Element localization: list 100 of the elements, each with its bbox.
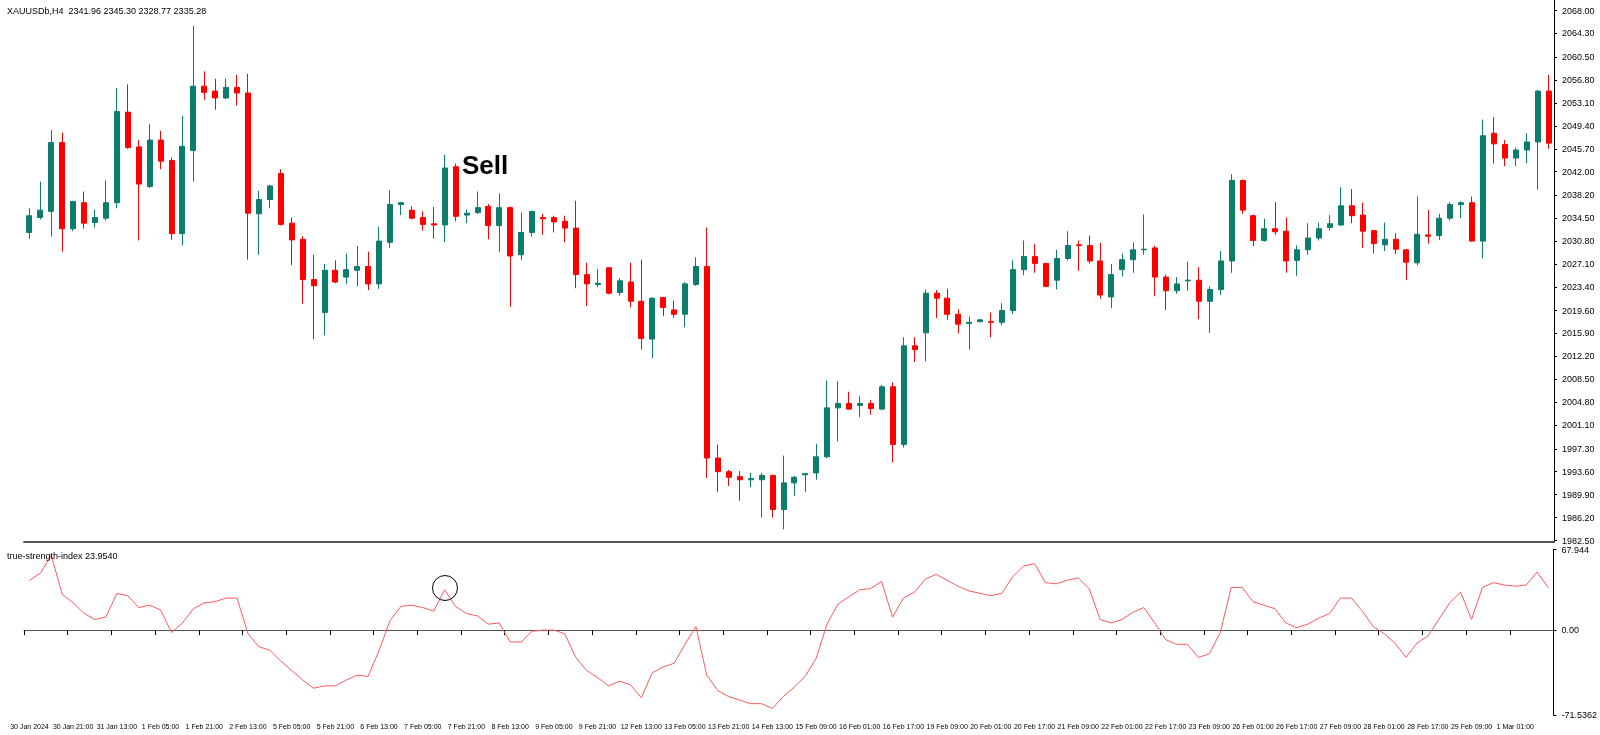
- candlestick: [1108, 263, 1114, 309]
- candlestick: [955, 308, 961, 334]
- y-tick-label: 1982.50: [1562, 535, 1595, 546]
- candlestick: [638, 259, 644, 351]
- candlestick: [1152, 245, 1158, 297]
- y-tick-label: 0.00: [1561, 625, 1579, 636]
- candlestick: [409, 205, 415, 220]
- candlestick: [966, 316, 972, 351]
- candlestick: [529, 210, 535, 238]
- candlestick: [748, 472, 754, 488]
- y-tick-label: 1997.30: [1562, 443, 1595, 454]
- candlestick: [212, 78, 218, 111]
- candlestick: [890, 381, 896, 463]
- candlestick: [136, 139, 142, 241]
- candlestick: [704, 226, 710, 479]
- y-tick-label: 1989.90: [1562, 489, 1595, 500]
- candlestick: [267, 184, 273, 209]
- candlestick: [1043, 262, 1049, 288]
- candlestick: [1054, 249, 1060, 290]
- chart-title: true-strength-index 23.9540: [7, 550, 118, 561]
- candlestick: [507, 205, 513, 308]
- y-tick-label: 2015.90: [1562, 328, 1595, 339]
- candlestick: [365, 251, 371, 291]
- y-tick-label: 2004.80: [1562, 397, 1595, 408]
- candlestick: [289, 217, 295, 266]
- candlestick: [1425, 209, 1431, 245]
- candlestick: [628, 262, 634, 308]
- candlestick: [617, 277, 623, 297]
- candlestick: [475, 191, 481, 215]
- y-tick-label: 67.944: [1561, 544, 1589, 555]
- candlestick: [1196, 266, 1202, 320]
- y-tick-label: 2064.30: [1562, 28, 1595, 39]
- candlestick: [573, 200, 579, 289]
- y-tick-label: 2030.80: [1562, 236, 1595, 247]
- candlestick: [1491, 116, 1497, 165]
- candlestick: [1185, 261, 1191, 292]
- y-tick-label: 2001.10: [1562, 420, 1595, 431]
- candlestick: [223, 78, 229, 100]
- y-tick-label: 2038.20: [1562, 190, 1595, 201]
- y-tick-label: 2068.00: [1562, 5, 1595, 16]
- candlestick: [999, 302, 1005, 326]
- candlestick: [311, 254, 317, 340]
- y-tick-label: 1986.20: [1562, 512, 1595, 523]
- candlestick: [26, 207, 32, 240]
- candlestick: [201, 70, 207, 101]
- candlestick: [988, 311, 994, 338]
- y-tick-label: 1993.60: [1562, 466, 1595, 477]
- candlestick: [934, 289, 940, 319]
- candlestick: [464, 209, 470, 224]
- candlestick: [1469, 195, 1475, 243]
- y-tick-label: 2023.40: [1562, 281, 1595, 292]
- candlestick: [1480, 119, 1486, 259]
- y-tick-label: 2034.50: [1562, 213, 1595, 224]
- candlestick: [1283, 217, 1289, 274]
- candlestick: [606, 266, 612, 295]
- y-tick-label: 2008.50: [1562, 374, 1595, 385]
- candlestick: [1403, 248, 1409, 281]
- candlestick: [332, 259, 338, 284]
- candlestick: [453, 163, 459, 222]
- candlestick: [802, 472, 808, 493]
- candlestick: [1163, 274, 1169, 311]
- candlestick: [1250, 213, 1256, 247]
- candlestick: [496, 192, 502, 253]
- candlestick: [300, 235, 306, 305]
- candlestick: [420, 210, 426, 232]
- candlestick: [977, 318, 983, 323]
- candlestick: [147, 123, 153, 189]
- candlestick: [1305, 222, 1311, 256]
- candlestick: [1272, 201, 1278, 236]
- candlestick: [1349, 188, 1355, 224]
- candlestick: [649, 297, 655, 359]
- candlestick: [518, 212, 524, 261]
- candlestick: [1338, 186, 1344, 227]
- candlestick: [879, 384, 885, 411]
- candlestick: [551, 215, 557, 233]
- candlestick: [1240, 179, 1246, 215]
- candlestick: [322, 263, 328, 336]
- candlestick: [245, 73, 251, 261]
- candlestick: [1502, 139, 1508, 167]
- candlestick: [59, 132, 65, 253]
- candlestick: [1261, 218, 1267, 243]
- candlestick: [715, 443, 721, 493]
- y-tick-label: 2056.80: [1562, 74, 1595, 85]
- annotation: Sell: [462, 150, 509, 180]
- candlestick: [781, 455, 787, 530]
- candlestick: [857, 395, 863, 418]
- candlestick: [759, 472, 765, 519]
- candlestick: [1207, 285, 1213, 334]
- candlestick: [1174, 276, 1180, 295]
- candlestick: [944, 288, 950, 321]
- candlestick: [442, 154, 448, 243]
- candlestick: [1360, 202, 1366, 249]
- candlestick: [1447, 201, 1453, 222]
- candlestick: [1294, 244, 1300, 277]
- candlestick: [562, 215, 568, 243]
- candlestick: [48, 129, 54, 238]
- candlestick: [682, 281, 688, 328]
- candlestick: [70, 200, 76, 232]
- candlestick: [868, 399, 874, 416]
- candlestick: [92, 209, 98, 228]
